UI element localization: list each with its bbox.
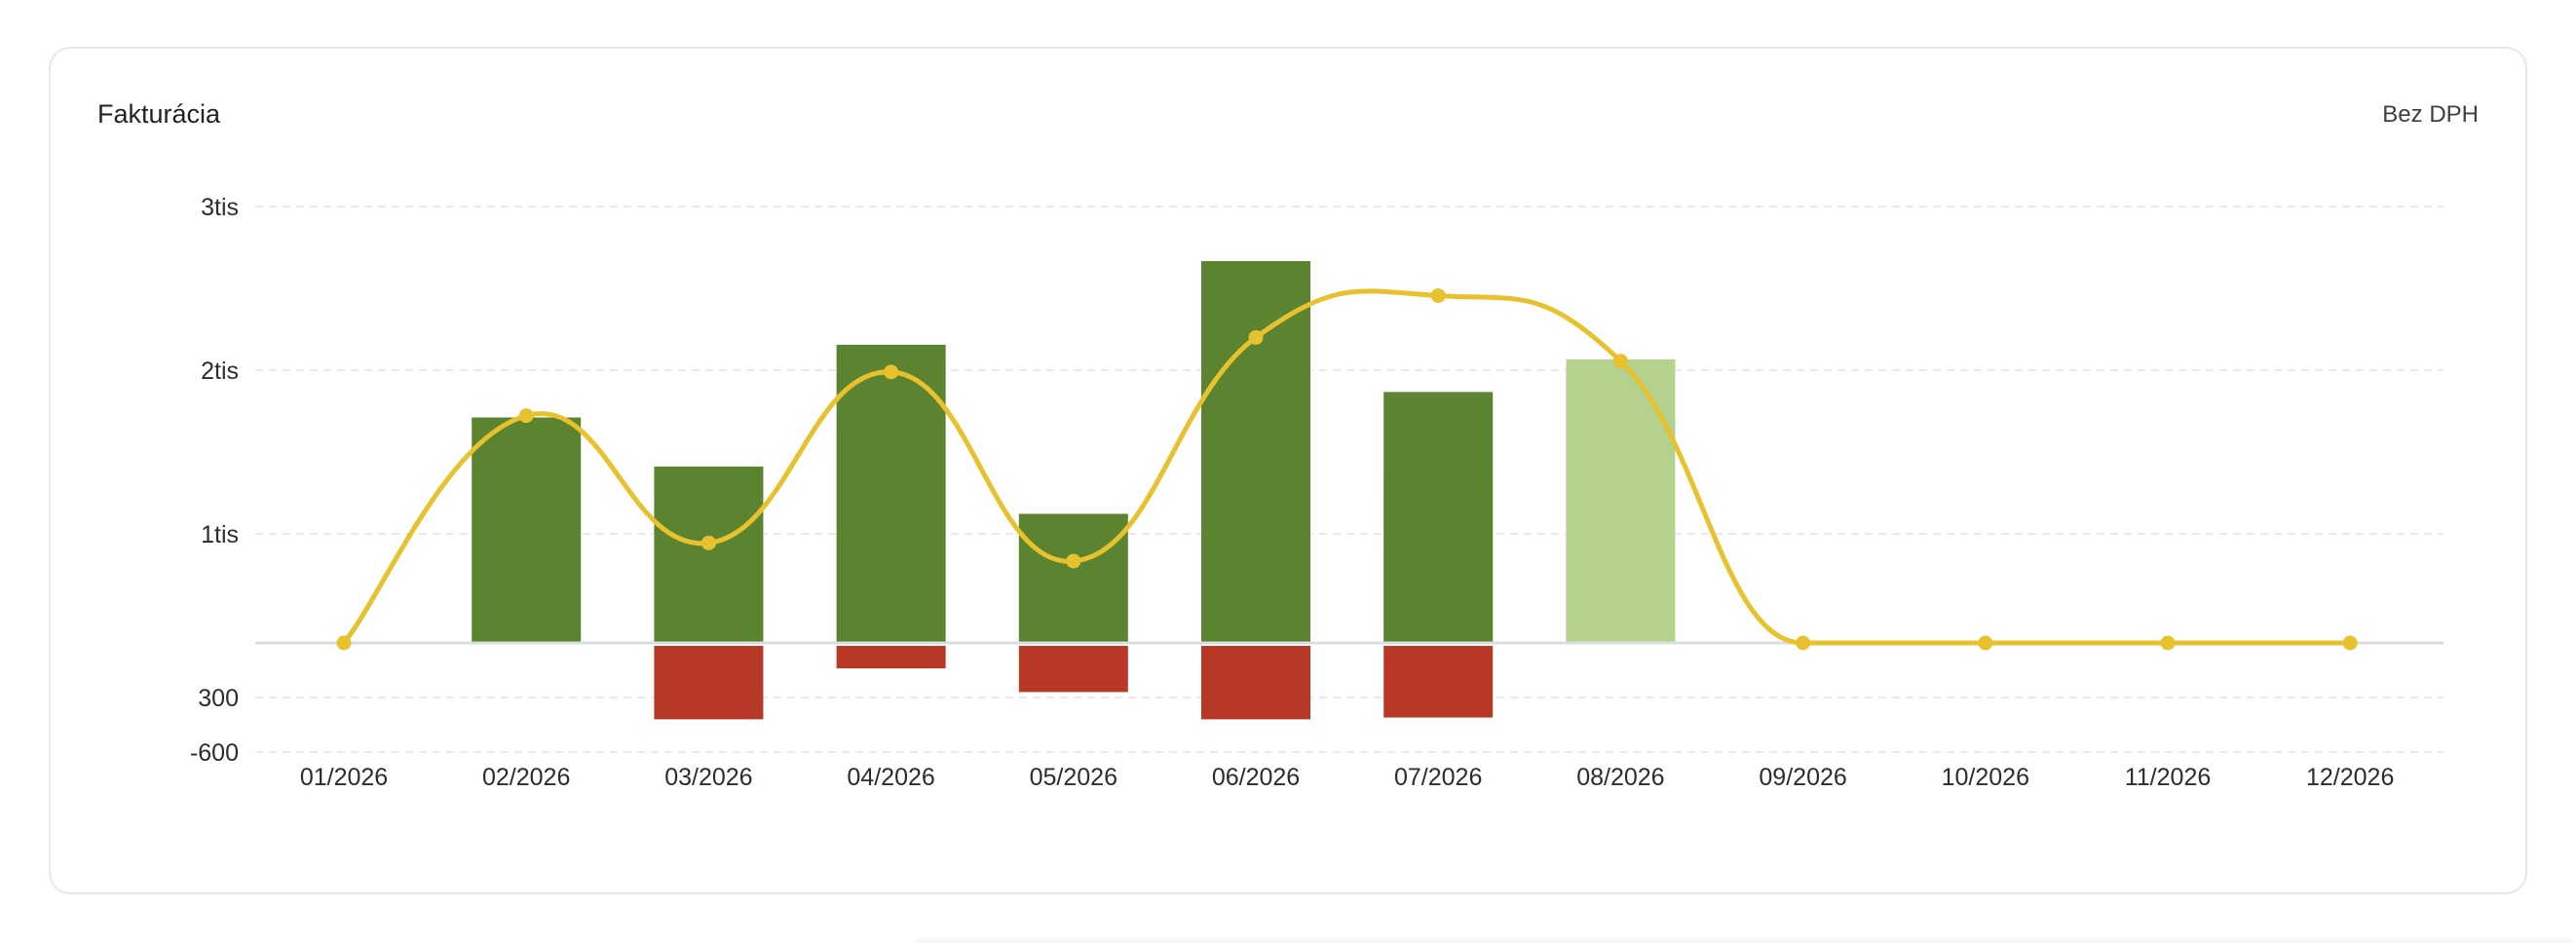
bar-negative[interactable]	[1383, 646, 1494, 718]
x-tick-label: 12/2026	[2306, 764, 2394, 791]
line-point[interactable]	[518, 408, 534, 424]
line-point[interactable]	[1430, 287, 1446, 303]
x-tick-label: 03/2026	[664, 764, 752, 791]
x-tick-label: 09/2026	[1759, 764, 1846, 791]
series-line	[341, 288, 2353, 646]
line-point[interactable]	[1796, 635, 1811, 651]
bar-planned[interactable]	[1566, 358, 1676, 642]
x-tick-label: 07/2026	[1394, 764, 1482, 791]
bar-negative[interactable]	[654, 646, 764, 720]
page-bottom-fade	[916, 935, 2572, 943]
line-point[interactable]	[1612, 354, 1628, 369]
bar-invoiced[interactable]	[1201, 261, 1310, 642]
bar-negative[interactable]	[1201, 646, 1310, 720]
y-tick-label: 3tis	[201, 194, 239, 221]
y-tick-label: 300	[198, 685, 239, 712]
billing-card: Fakturácia Bez DPH 3tis 2tis 1tis 300 -600 0…	[49, 47, 2527, 894]
line-point[interactable]	[701, 535, 716, 550]
y-tick-label: -600	[190, 739, 239, 767]
x-tick-label: 06/2026	[1212, 764, 1300, 791]
x-tick-label: 11/2026	[2125, 764, 2212, 791]
x-tick-label: 04/2026	[847, 764, 934, 791]
y-tick-label: 1tis	[201, 521, 239, 548]
line-point[interactable]	[1978, 635, 1993, 651]
x-tick-label: 01/2026	[300, 764, 388, 791]
line-point[interactable]	[1066, 553, 1081, 569]
billing-chart: 3tis 2tis 1tis 300 -600 01/2026 02/2026 03/202…	[190, 194, 2443, 791]
line-point[interactable]	[884, 364, 899, 380]
x-tick-label: 05/2026	[1030, 764, 1118, 791]
line-point[interactable]	[336, 635, 352, 651]
bar-invoiced[interactable]	[472, 417, 582, 642]
vat-note: Bez DPH	[2382, 101, 2479, 128]
card-title: Fakturácia	[97, 99, 221, 129]
bar-invoiced[interactable]	[1018, 513, 1128, 642]
line-point[interactable]	[2342, 635, 2358, 651]
bar-negative[interactable]	[836, 646, 946, 669]
bar-negative[interactable]	[1018, 646, 1128, 693]
bar-invoiced[interactable]	[654, 466, 764, 642]
y-tick-label: 2tis	[201, 358, 239, 385]
bar-invoiced[interactable]	[1383, 392, 1494, 642]
x-tick-label: 08/2026	[1576, 764, 1664, 791]
x-tick-label: 10/2026	[1942, 764, 2029, 791]
line-point[interactable]	[2160, 635, 2176, 651]
x-tick-label: 02/2026	[482, 764, 570, 791]
line-point[interactable]	[1248, 329, 1264, 345]
bar-invoiced[interactable]	[836, 344, 946, 642]
